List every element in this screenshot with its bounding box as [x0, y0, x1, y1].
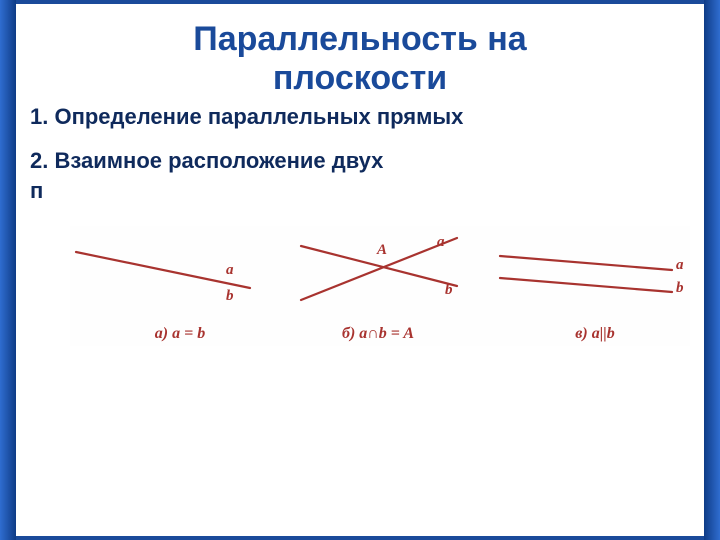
panel-b-label-A: A — [376, 242, 387, 258]
bullet-2-line1: 2. Взаимное расположение двух — [30, 148, 690, 174]
figure-panel-b: a b A — [301, 234, 457, 300]
panel-b-label-b: b — [445, 282, 453, 298]
figure-panel-a: a b — [76, 252, 250, 304]
panel-a-label-a: a — [226, 262, 234, 278]
panel-c-line-a — [500, 256, 672, 270]
panel-a-line — [76, 252, 250, 288]
figure-panel-c: a b — [500, 256, 684, 296]
slide-title: Параллельность на плоскости — [30, 20, 690, 98]
panel-a-caption: а) a = b — [155, 325, 205, 342]
panel-c-caption: в) a||b — [575, 325, 615, 342]
title-line-2: плоскости — [273, 59, 447, 97]
figure-svg: a b а) a = b a b A б) a∩b = A a b в) a||… — [70, 226, 690, 346]
slide-body: 1. Определение параллельных прямых 2. Вз… — [30, 104, 690, 204]
figure-panel: a b а) a = b a b A б) a∩b = A a b в) a||… — [70, 226, 690, 346]
panel-c-line-b — [500, 278, 672, 292]
panel-c-label-b: b — [676, 280, 684, 296]
panel-b-label-a: a — [437, 234, 445, 250]
bullet-2-line2-fragment: п — [30, 178, 690, 204]
panel-b-caption: б) a∩b = A — [342, 325, 414, 342]
panel-a-label-b: b — [226, 288, 234, 304]
panel-c-label-a: a — [676, 257, 684, 273]
bullet-1: 1. Определение параллельных прямых — [30, 104, 690, 130]
title-line-1: Параллельность на — [193, 20, 526, 58]
slide-content: Параллельность на плоскости 1. Определен… — [30, 20, 690, 520]
